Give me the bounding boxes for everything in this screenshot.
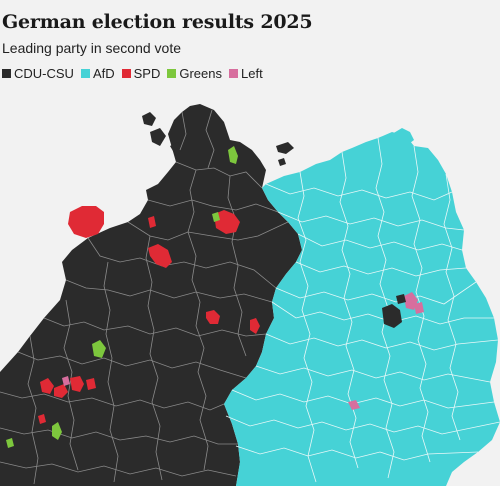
spd-district-hamburg (214, 210, 240, 234)
cdu-district-berlin (382, 304, 402, 328)
spd-district-rhine (38, 414, 46, 424)
spd-district-ruhr-1 (40, 378, 54, 394)
map-subtitle: Leading party in second vote (2, 40, 182, 56)
legend-label-left: Left (241, 66, 263, 81)
legend-item-greens: Greens (167, 66, 222, 81)
island-north-3 (170, 142, 182, 156)
legend-label-afd: AfD (92, 66, 115, 81)
greens-district-aachen (6, 438, 14, 448)
greens-district-hamburg (212, 212, 220, 222)
legend-label-spd: SPD (133, 66, 161, 81)
greens-district-muenster (92, 340, 106, 358)
island-north-4 (276, 142, 294, 154)
region-afd (224, 132, 500, 486)
legend-item-afd: AfD (80, 66, 115, 81)
greens-district-cologne (52, 422, 62, 440)
legend-swatch-greens (167, 69, 177, 78)
spd-district-ruhr-4 (54, 384, 68, 398)
district-borders-west (0, 109, 289, 485)
island-north-5 (278, 158, 286, 166)
legend-swatch-afd (80, 69, 90, 78)
legend-swatch-left (229, 69, 238, 78)
spd-district-hanover (206, 310, 220, 324)
spd-district-bremen (148, 216, 156, 228)
spd-district-ruhr-2 (70, 376, 84, 392)
spd-district-ruhr-3 (86, 378, 96, 390)
legend-label-cdu-csu: CDU-CSU (14, 66, 74, 81)
legend-item-cdu-csu: CDU-CSU (2, 66, 74, 81)
legend: CDU-CSU AfD SPD Greens Left (2, 66, 270, 81)
island-afd-1 (392, 128, 414, 146)
legend-item-left: Left (229, 66, 263, 81)
left-districts (62, 292, 424, 410)
island-north-2 (150, 128, 166, 146)
legend-item-spd: SPD (121, 66, 161, 81)
legend-label-greens: Greens (179, 66, 222, 81)
left-district-berlin-2 (414, 302, 424, 314)
legend-swatch-cdu-csu (2, 69, 11, 78)
legend-swatch-spd (121, 69, 131, 78)
cdu-district-berlin-2 (396, 294, 406, 304)
district-borders-east (225, 137, 500, 483)
map-title: German election results 2025 (2, 11, 313, 33)
greens-districts (6, 146, 238, 448)
left-district-ruhr (62, 376, 70, 386)
spd-district-northwest (68, 206, 104, 238)
island-north-1 (142, 112, 156, 126)
spd-districts (38, 206, 260, 424)
greens-district-kiel (228, 146, 238, 164)
spd-district-lower-saxony (148, 244, 172, 268)
left-district-leipzig (348, 400, 360, 410)
spd-district-brunswick (250, 318, 260, 334)
island-afd-2 (380, 138, 390, 148)
